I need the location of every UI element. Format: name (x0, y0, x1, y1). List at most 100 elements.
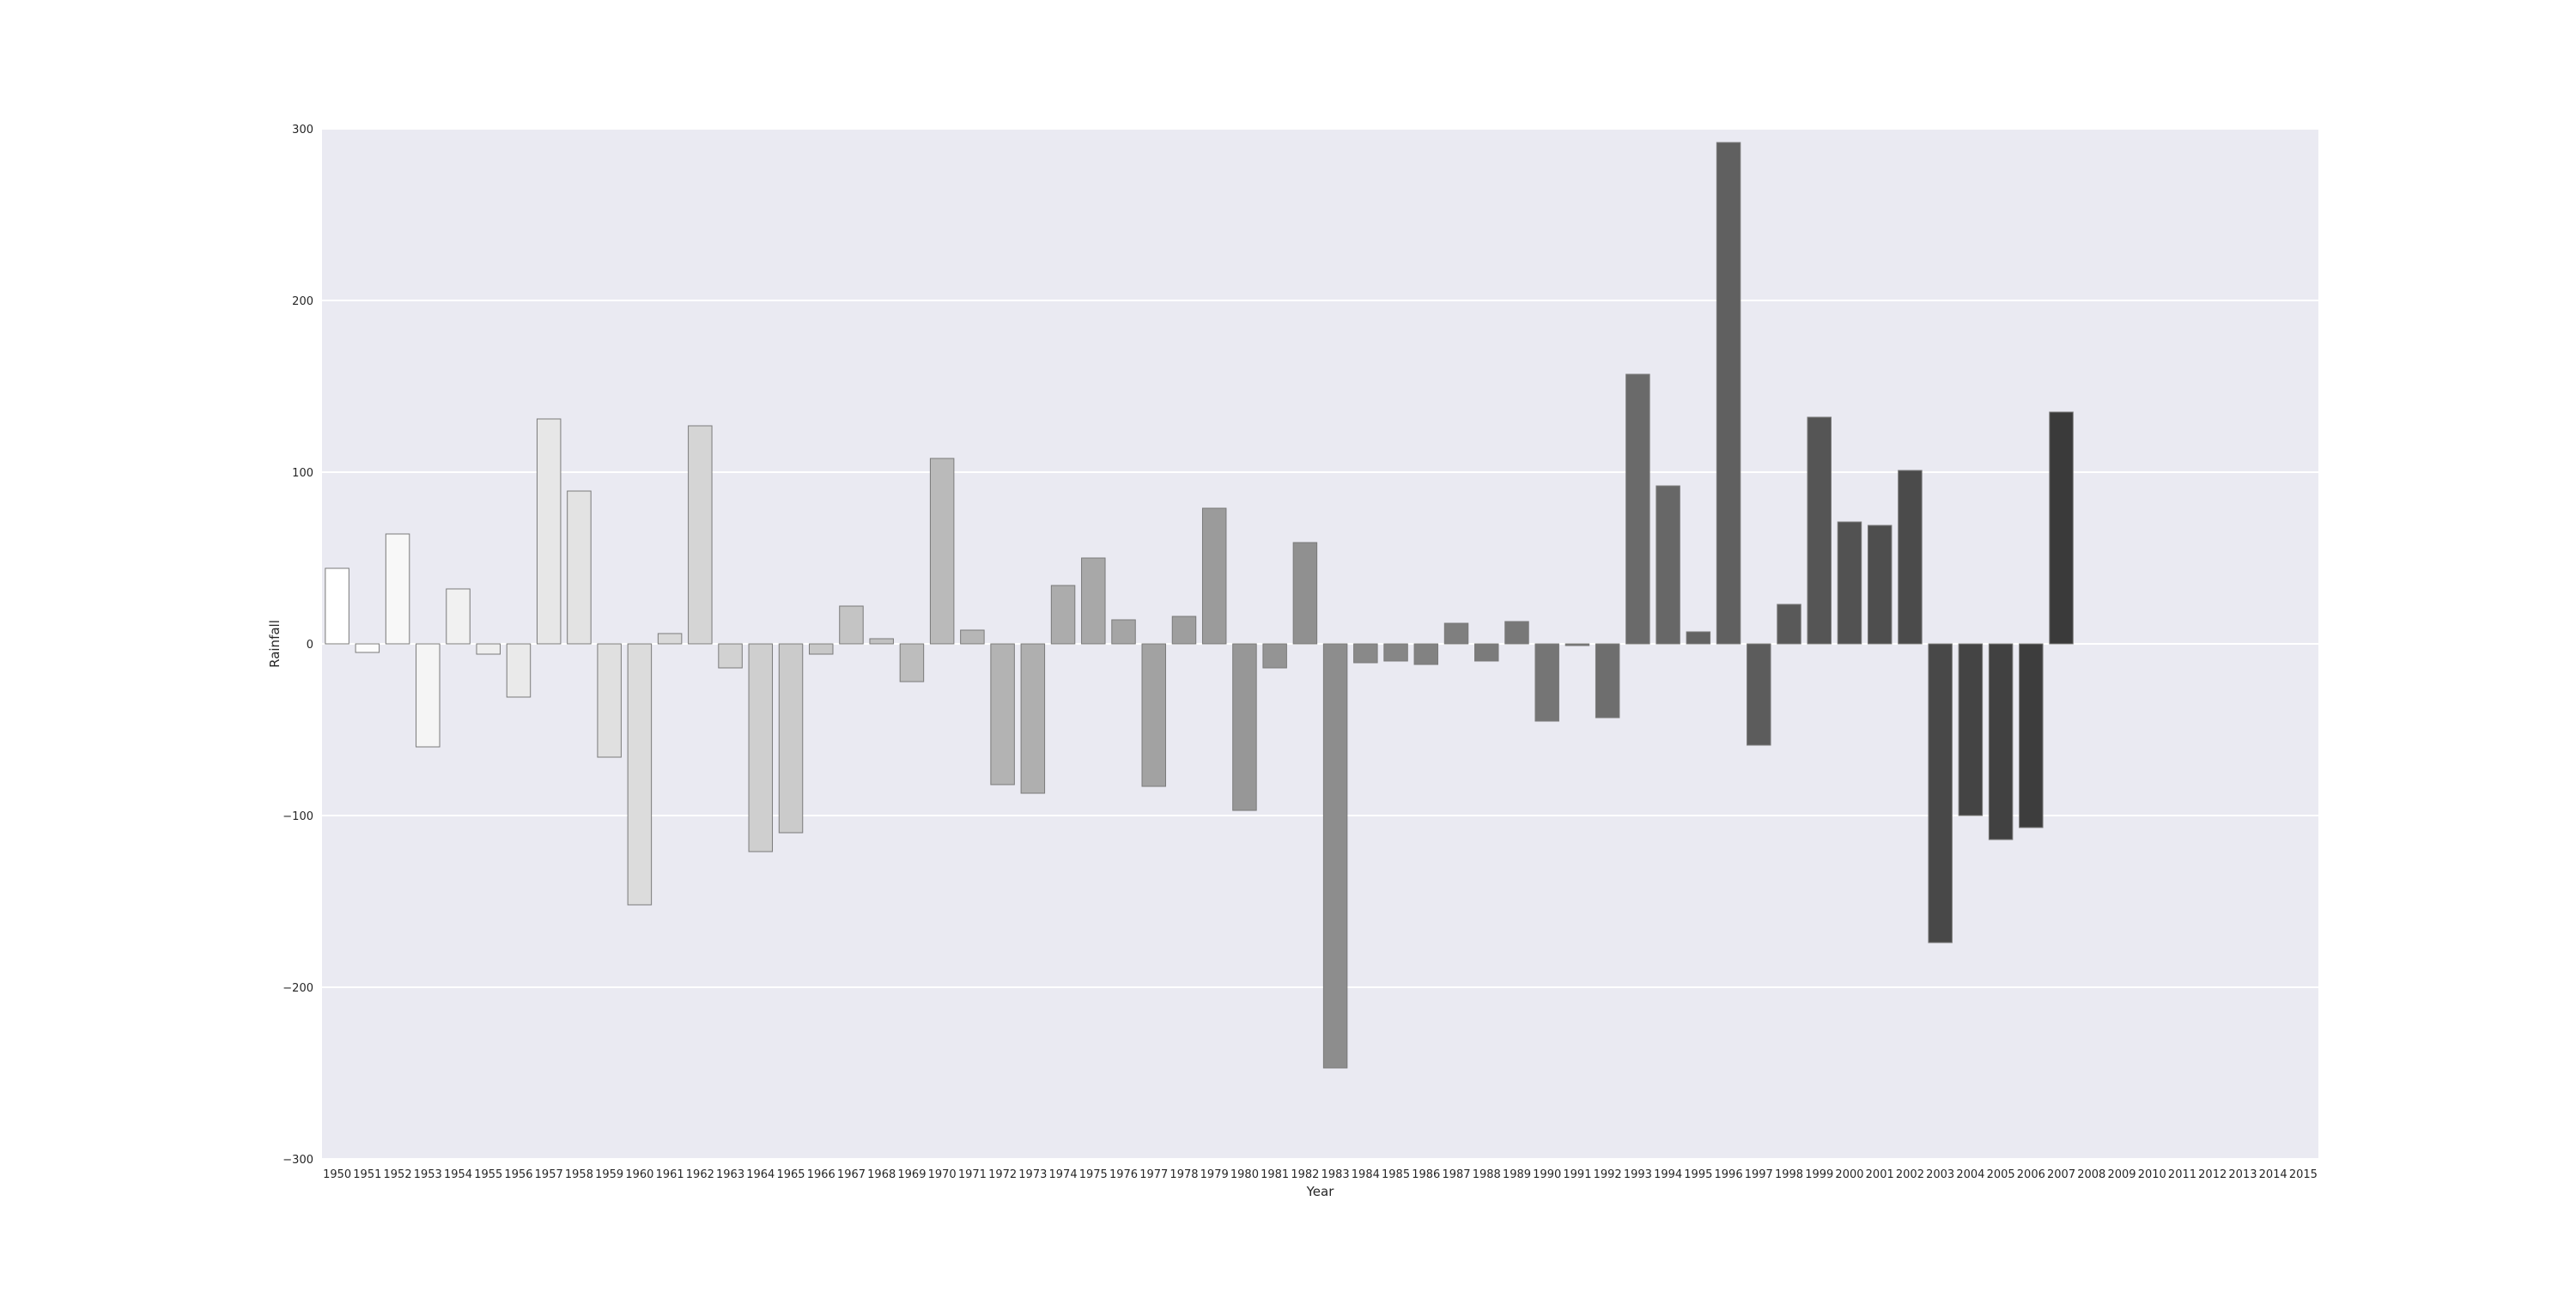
bar-2004 (1958, 643, 1984, 816)
bar-1989 (1504, 621, 1529, 645)
x-tick-label-2004: 2004 (1956, 1168, 1984, 1181)
x-tick-label-1971: 1971 (958, 1168, 987, 1181)
y-tick-label: −200 (283, 982, 313, 995)
bar-1964 (748, 643, 774, 852)
x-tick-label-1955: 1955 (474, 1168, 502, 1181)
bar-1981 (1262, 643, 1287, 669)
x-tick-label-1973: 1973 (1018, 1168, 1047, 1181)
bar-1986 (1413, 643, 1439, 665)
x-tick-label-1988: 1988 (1473, 1168, 1501, 1181)
bar-1971 (960, 629, 985, 645)
bar-2006 (2019, 643, 2044, 828)
bar-1980 (1232, 643, 1257, 811)
bar-1984 (1353, 643, 1378, 664)
bar-1951 (355, 643, 380, 653)
bar-1995 (1686, 631, 1711, 645)
x-tick-label-1996: 1996 (1715, 1168, 1743, 1181)
bar-1962 (688, 425, 713, 645)
x-tick-label-1963: 1963 (716, 1168, 744, 1181)
bar-1960 (627, 643, 653, 906)
x-tick-label-1978: 1978 (1170, 1168, 1198, 1181)
x-tick-label-1993: 1993 (1624, 1168, 1652, 1181)
bar-1996 (1716, 142, 1741, 645)
bar-2002 (1898, 470, 1923, 645)
bar-1987 (1443, 622, 1469, 645)
bar-1992 (1595, 643, 1620, 719)
y-axis-label: Rainfall (267, 620, 283, 668)
bar-1997 (1747, 643, 1771, 746)
x-tick-label-1964: 1964 (746, 1168, 775, 1181)
bar-1973 (1020, 643, 1046, 794)
y-tick-label: −300 (283, 1154, 313, 1167)
x-tick-label-1956: 1956 (504, 1168, 532, 1181)
bar-1985 (1383, 643, 1408, 662)
bar-1963 (718, 643, 743, 669)
y-tick-label: −100 (283, 810, 313, 823)
bar-2007 (2049, 411, 2074, 645)
grid-lines (322, 128, 2318, 1160)
bar-1978 (1171, 616, 1197, 645)
x-tick-label-1959: 1959 (595, 1168, 623, 1181)
bar-1950 (325, 567, 349, 645)
x-tick-label-2010: 2010 (2138, 1168, 2166, 1181)
bar-1974 (1050, 585, 1076, 645)
x-tick-label-1977: 1977 (1139, 1168, 1168, 1181)
x-tick-label-1995: 1995 (1684, 1168, 1712, 1181)
bar-1988 (1474, 643, 1499, 662)
bar-1991 (1564, 643, 1590, 646)
bar-1972 (990, 643, 1015, 786)
x-tick-label-1986: 1986 (1412, 1168, 1440, 1181)
x-tick-label-1965: 1965 (776, 1168, 805, 1181)
x-tick-label-1972: 1972 (988, 1168, 1017, 1181)
bar-1975 (1081, 557, 1106, 645)
x-tick-label-2000: 2000 (1835, 1168, 1863, 1181)
x-tick-label-2007: 2007 (2047, 1168, 2075, 1181)
x-tick-label-1990: 1990 (1533, 1168, 1561, 1181)
x-tick-label-1998: 1998 (1775, 1168, 1803, 1181)
x-tick-label-1962: 1962 (686, 1168, 714, 1181)
x-tick-label-1984: 1984 (1352, 1168, 1380, 1181)
x-tick-label-1980: 1980 (1230, 1168, 1259, 1181)
x-tick-label-1985: 1985 (1382, 1168, 1410, 1181)
x-tick-label-1975: 1975 (1079, 1168, 1108, 1181)
bars (325, 142, 2074, 1069)
bar-2001 (1867, 525, 1893, 645)
x-tick-label-1989: 1989 (1503, 1168, 1531, 1181)
x-tick-label-1961: 1961 (656, 1168, 684, 1181)
x-tick-label-1967: 1967 (837, 1168, 866, 1181)
x-tick-label-2002: 2002 (1896, 1168, 1924, 1181)
x-tick-label-1974: 1974 (1049, 1168, 1078, 1181)
bar-1998 (1777, 604, 1801, 645)
x-tick-label-1954: 1954 (444, 1168, 472, 1181)
x-tick-label-1952: 1952 (384, 1168, 412, 1181)
bar-1976 (1111, 619, 1136, 645)
x-tick-label-1958: 1958 (565, 1168, 593, 1181)
x-tick-label-1968: 1968 (867, 1168, 896, 1181)
bar-2005 (1988, 643, 2014, 840)
bar-2003 (1928, 643, 1953, 943)
x-tick-label-1999: 1999 (1805, 1168, 1833, 1181)
bar-1994 (1656, 485, 1680, 645)
x-tick-label-2008: 2008 (2077, 1168, 2105, 1181)
x-tick-label-2001: 2001 (1866, 1168, 1894, 1181)
y-tick-label: 0 (307, 639, 313, 652)
x-tick-label-1960: 1960 (625, 1168, 653, 1181)
x-tick-label-2003: 2003 (1926, 1168, 1954, 1181)
bar-1979 (1201, 507, 1227, 645)
bar-1990 (1534, 643, 1559, 722)
x-tick-label-2005: 2005 (1987, 1168, 2015, 1181)
x-tick-label-1997: 1997 (1745, 1168, 1773, 1181)
bar-1969 (899, 643, 925, 682)
x-axis-label: Year (1306, 1184, 1335, 1199)
x-tick-label-1966: 1966 (807, 1168, 835, 1181)
bar-1965 (778, 643, 804, 834)
y-tick-label: 100 (292, 467, 313, 480)
x-tick-label-2012: 2012 (2198, 1168, 2227, 1181)
x-tick-label-2011: 2011 (2168, 1168, 2196, 1181)
x-tick-labels: 1950 1951 1952 1953 1954 1955 1956 1957 1958 1959… (323, 1168, 2318, 1181)
bar-2000 (1837, 521, 1862, 645)
x-tick-label-1957: 1957 (535, 1168, 563, 1181)
bar-1952 (385, 533, 410, 645)
